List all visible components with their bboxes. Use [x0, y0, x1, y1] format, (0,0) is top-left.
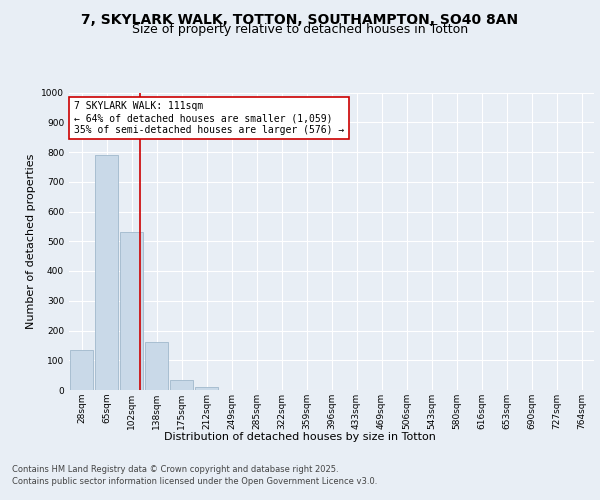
Text: Size of property relative to detached houses in Totton: Size of property relative to detached ho…: [132, 24, 468, 36]
Bar: [95, 155, 118, 390]
Text: 7, SKYLARK WALK, TOTTON, SOUTHAMPTON, SO40 8AN: 7, SKYLARK WALK, TOTTON, SOUTHAMPTON, SO…: [82, 12, 518, 26]
Bar: [70, 350, 93, 390]
Text: 7 SKYLARK WALK: 111sqm
← 64% of detached houses are smaller (1,059)
35% of semi-: 7 SKYLARK WALK: 111sqm ← 64% of detached…: [74, 102, 344, 134]
Y-axis label: Number of detached properties: Number of detached properties: [26, 154, 35, 329]
Bar: [120, 232, 143, 390]
Text: Distribution of detached houses by size in Totton: Distribution of detached houses by size …: [164, 432, 436, 442]
Bar: [170, 380, 193, 390]
Text: Contains public sector information licensed under the Open Government Licence v3: Contains public sector information licen…: [12, 478, 377, 486]
Text: Contains HM Land Registry data © Crown copyright and database right 2025.: Contains HM Land Registry data © Crown c…: [12, 465, 338, 474]
Bar: [145, 342, 168, 390]
Bar: [195, 387, 218, 390]
